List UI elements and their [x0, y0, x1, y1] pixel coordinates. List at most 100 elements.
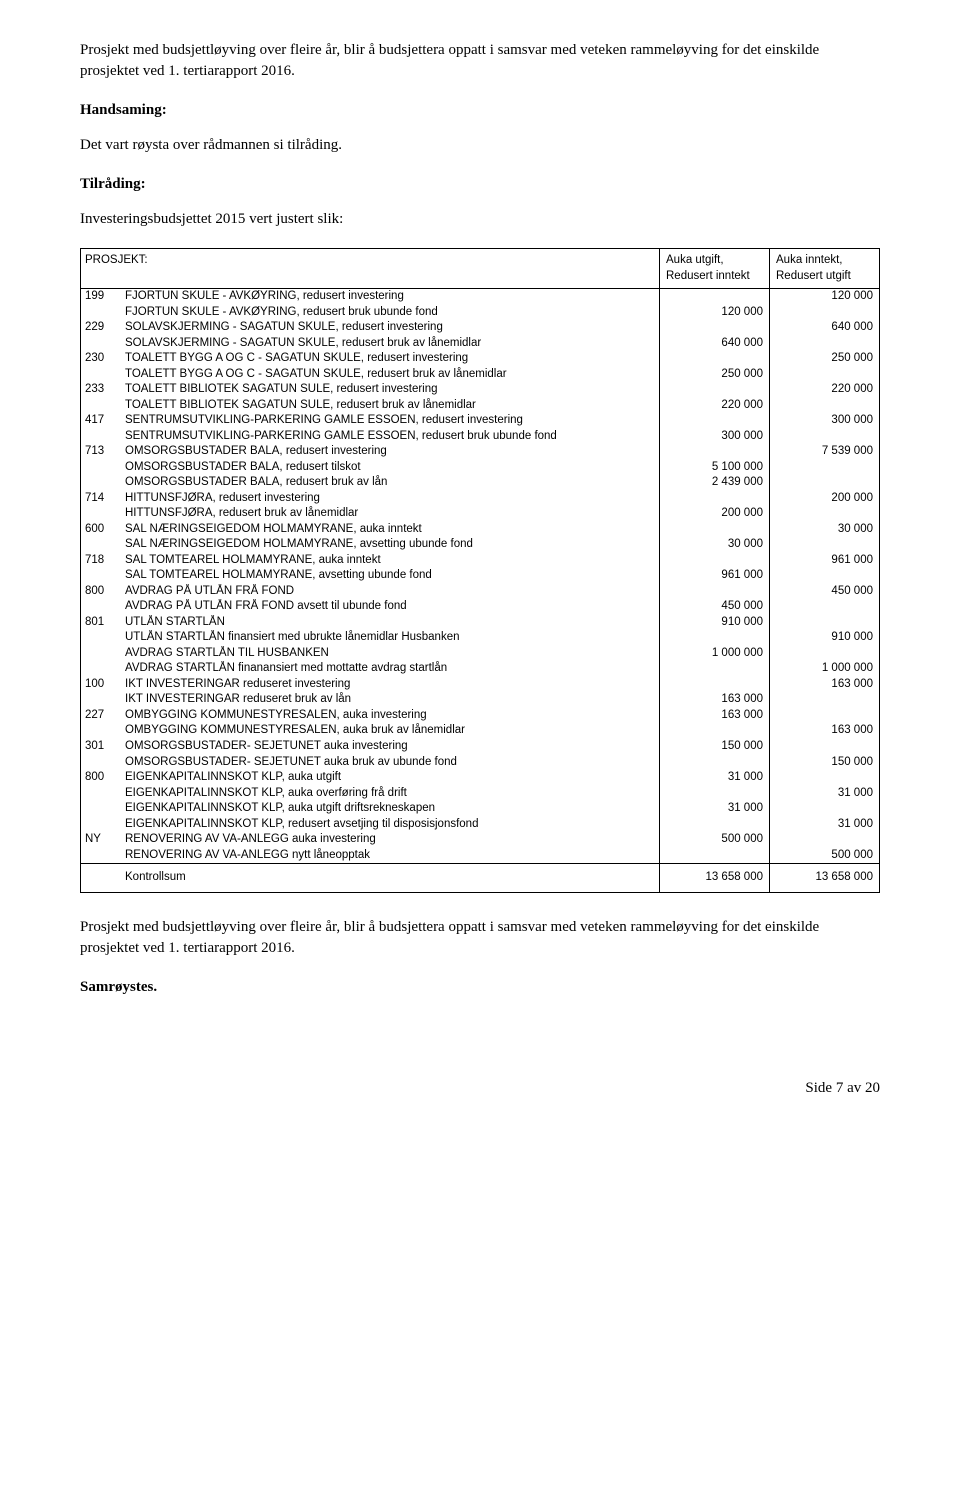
cell-a: 1 000 000 — [659, 646, 769, 662]
cell-desc: OMBYGGING KOMMUNESTYRESALEN, auka invest… — [121, 708, 659, 724]
cell-a: 640 000 — [659, 336, 769, 352]
cell-a — [659, 630, 769, 646]
table-row: 229SOLAVSKJERMING - SAGATUN SKULE, redus… — [81, 320, 879, 336]
cell-proj: 301 — [81, 739, 121, 755]
cell-proj: 800 — [81, 770, 121, 786]
cell-proj — [81, 475, 121, 491]
cell-a — [659, 723, 769, 739]
cell-a: 31 000 — [659, 770, 769, 786]
cell-desc: AVDRAG PÅ UTLÅN FRÅ FOND avsett til ubun… — [121, 599, 659, 615]
cell-desc: SOLAVSKJERMING - SAGATUN SKULE, redusert… — [121, 320, 659, 336]
cell-b — [769, 832, 879, 848]
cell-b — [769, 305, 879, 321]
cell-proj: 229 — [81, 320, 121, 336]
table-row: SOLAVSKJERMING - SAGATUN SKULE, redusert… — [81, 336, 879, 352]
cell-desc: OMBYGGING KOMMUNESTYRESALEN, auka bruk a… — [121, 723, 659, 739]
cell-desc: FJORTUN SKULE - AVKØYRING, redusert inve… — [121, 289, 659, 305]
cell-desc: AVDRAG STARTLÅN finanansiert med mottatt… — [121, 661, 659, 677]
header-desc — [152, 249, 659, 288]
cell-a: 2 439 000 — [659, 475, 769, 491]
cell-desc: EIGENKAPITALINNSKOT KLP, redusert avsetj… — [121, 817, 659, 833]
cell-a — [659, 522, 769, 538]
cell-proj — [81, 398, 121, 414]
cell-proj: 718 — [81, 553, 121, 569]
cell-a: 500 000 — [659, 832, 769, 848]
header-col-a-line2: Redusert inntekt — [666, 269, 763, 285]
cell-desc: UTLÅN STARTLÅN finansiert med ubrukte lå… — [121, 630, 659, 646]
cell-proj: 600 — [81, 522, 121, 538]
footer-sum-a: 13 658 000 — [659, 864, 769, 892]
cell-b: 250 000 — [769, 351, 879, 367]
cell-proj: 227 — [81, 708, 121, 724]
cell-proj: NY — [81, 832, 121, 848]
table-row: EIGENKAPITALINNSKOT KLP, redusert avsetj… — [81, 817, 879, 833]
header-col-b-line1: Auka inntekt, — [776, 253, 873, 269]
cell-proj: 233 — [81, 382, 121, 398]
cell-a — [659, 661, 769, 677]
cell-desc: TOALETT BIBLIOTEK SAGATUN SULE, redusert… — [121, 398, 659, 414]
cell-desc: HITTUNSFJØRA, redusert bruk av lånemidla… — [121, 506, 659, 522]
table-body: 199FJORTUN SKULE - AVKØYRING, redusert i… — [81, 289, 879, 864]
table-row: NYRENOVERING AV VA-ANLEGG auka investeri… — [81, 832, 879, 848]
cell-b — [769, 336, 879, 352]
cell-a — [659, 444, 769, 460]
cell-proj — [81, 723, 121, 739]
cell-b: 1 000 000 — [769, 661, 879, 677]
cell-b: 640 000 — [769, 320, 879, 336]
cell-b — [769, 398, 879, 414]
cell-desc: IKT INVESTERINGAR reduseret bruk av lån — [121, 692, 659, 708]
header-col-b-line2: Redusert utgift — [776, 269, 873, 285]
cell-desc: TOALETT BYGG A OG C - SAGATUN SKULE, red… — [121, 351, 659, 367]
cell-b: 910 000 — [769, 630, 879, 646]
table-row: 718SAL TOMTEAREL HOLMAMYRANE, auka innte… — [81, 553, 879, 569]
cell-b — [769, 568, 879, 584]
cell-b — [769, 770, 879, 786]
cell-proj — [81, 599, 121, 615]
samroystes: Samrøystes. — [80, 977, 880, 998]
cell-b — [769, 708, 879, 724]
table-row: SENTRUMSUTVIKLING-PARKERING GAMLE ESSOEN… — [81, 429, 879, 445]
footer-proj — [81, 864, 121, 892]
table-row: 227OMBYGGING KOMMUNESTYRESALEN, auka inv… — [81, 708, 879, 724]
table-row: 199FJORTUN SKULE - AVKØYRING, redusert i… — [81, 289, 879, 305]
cell-proj — [81, 692, 121, 708]
cell-b: 30 000 — [769, 522, 879, 538]
cell-a: 300 000 — [659, 429, 769, 445]
cell-desc: OMSORGSBUSTADER- SEJETUNET auka bruk av … — [121, 755, 659, 771]
cell-b: 31 000 — [769, 786, 879, 802]
cell-proj: 100 — [81, 677, 121, 693]
table-row: 713OMSORGSBUSTADER BALA, redusert invest… — [81, 444, 879, 460]
cell-b: 200 000 — [769, 491, 879, 507]
cell-b — [769, 692, 879, 708]
cell-a — [659, 382, 769, 398]
cell-proj — [81, 460, 121, 476]
cell-b — [769, 367, 879, 383]
cell-proj — [81, 661, 121, 677]
cell-a: 250 000 — [659, 367, 769, 383]
table-row: OMSORGSBUSTADER BALA, redusert bruk av l… — [81, 475, 879, 491]
tilrading-text: Investeringsbudsjettet 2015 vert justert… — [80, 209, 880, 230]
table-row: TOALETT BYGG A OG C - SAGATUN SKULE, red… — [81, 367, 879, 383]
cell-a: 120 000 — [659, 305, 769, 321]
cell-desc: EIGENKAPITALINNSKOT KLP, auka overføring… — [121, 786, 659, 802]
cell-proj: 801 — [81, 615, 121, 631]
table-row: AVDRAG STARTLÅN finanansiert med mottatt… — [81, 661, 879, 677]
cell-a — [659, 413, 769, 429]
cell-a — [659, 553, 769, 569]
cell-b: 450 000 — [769, 584, 879, 600]
cell-a — [659, 817, 769, 833]
cell-b: 220 000 — [769, 382, 879, 398]
cell-desc: RENOVERING AV VA-ANLEGG auka investering — [121, 832, 659, 848]
table-row: SAL TOMTEAREL HOLMAMYRANE, avsetting ubu… — [81, 568, 879, 584]
cell-a — [659, 677, 769, 693]
cell-b: 163 000 — [769, 677, 879, 693]
cell-proj — [81, 506, 121, 522]
cell-desc: SAL TOMTEAREL HOLMAMYRANE, avsetting ubu… — [121, 568, 659, 584]
header-prosjekt: PROSJEKT: — [81, 249, 152, 288]
cell-desc: SENTRUMSUTVIKLING-PARKERING GAMLE ESSOEN… — [121, 413, 659, 429]
cell-desc: FJORTUN SKULE - AVKØYRING, redusert bruk… — [121, 305, 659, 321]
table-row: SAL NÆRINGSEIGEDOM HOLMAMYRANE, avsettin… — [81, 537, 879, 553]
cell-b — [769, 475, 879, 491]
cell-desc: AVDRAG PÅ UTLÅN FRÅ FOND — [121, 584, 659, 600]
cell-proj — [81, 367, 121, 383]
